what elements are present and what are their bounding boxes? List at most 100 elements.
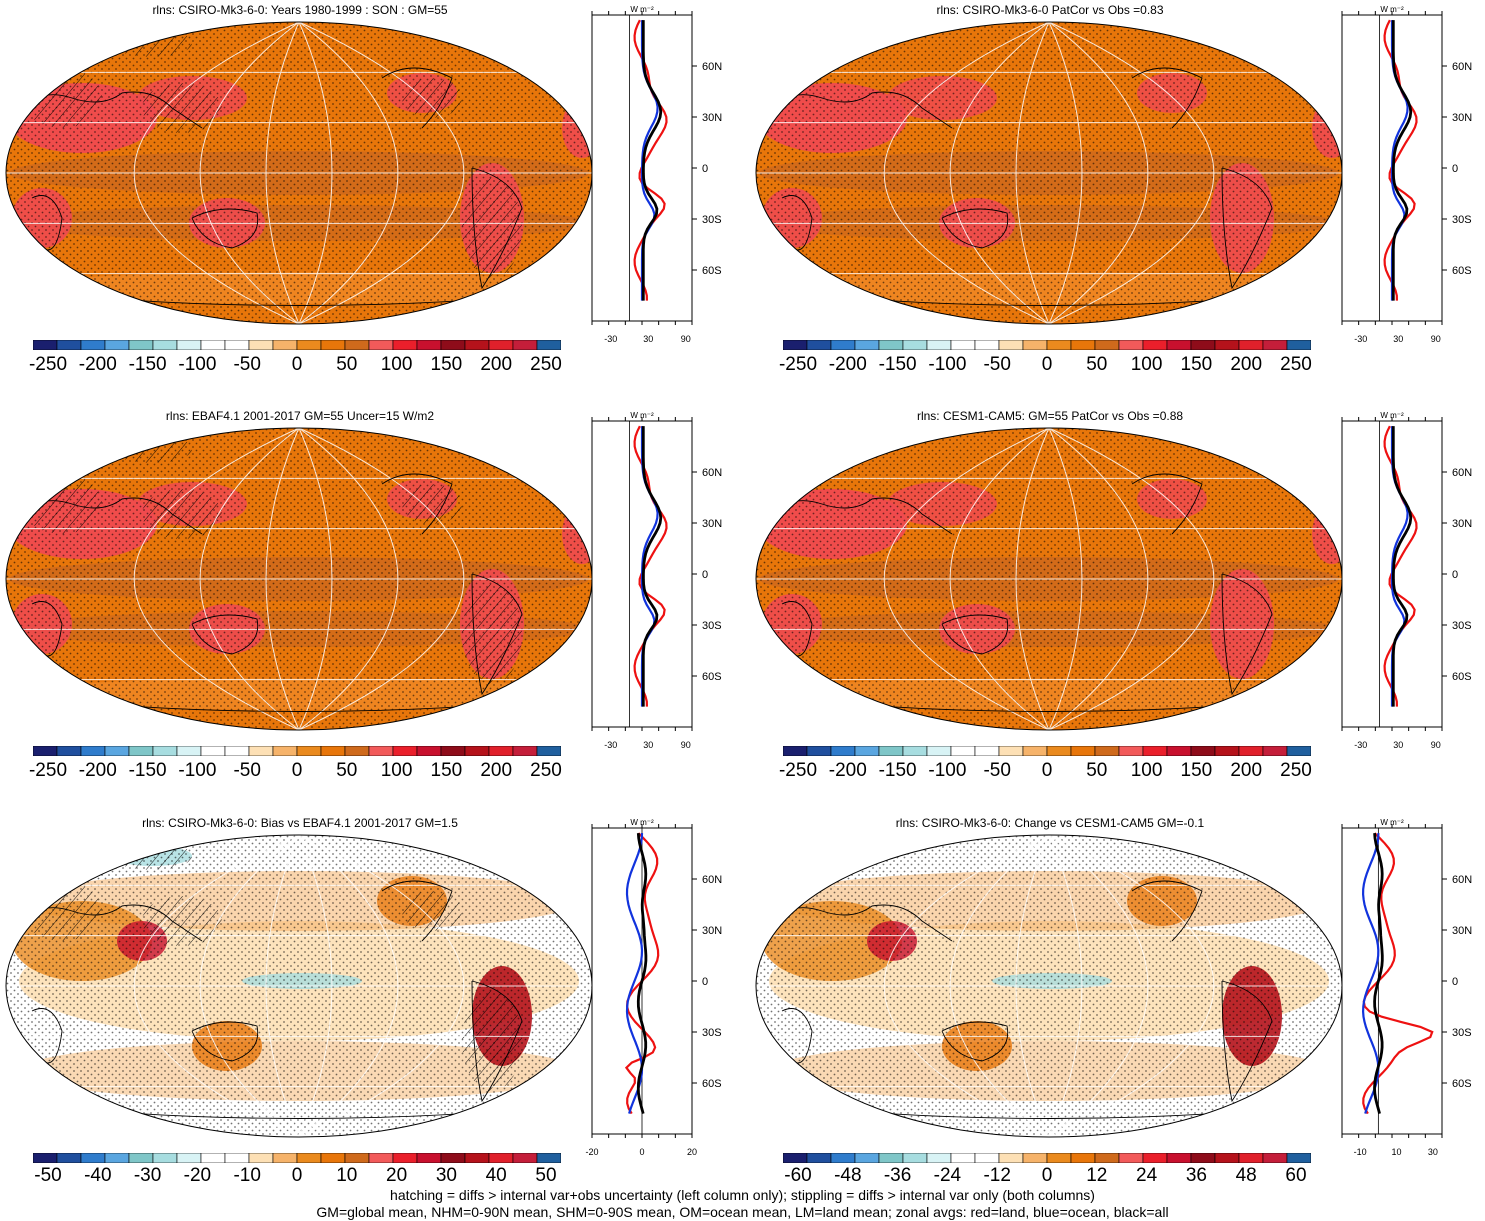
colorbar-swatch [272,746,298,756]
colorbar-label: 60 [1285,1165,1307,1186]
colorbar-swatch [33,1153,58,1163]
colorbar-label: 24 [1136,1165,1158,1186]
colorbar-swatch [272,340,298,350]
lat-tick-label: 30N [1452,112,1472,124]
colorbar-swatch [200,1153,226,1163]
colorbar-swatch [926,746,952,756]
colorbar-3 [33,746,561,756]
colorbar-4 [783,746,1311,756]
colorbar-swatch [248,1153,274,1163]
colorbar-swatch [536,1153,561,1163]
coastline-2 [191,614,259,655]
colorbar-swatch [536,340,561,350]
colorbar-swatch [464,340,490,350]
map-panel-6 [755,834,1343,1138]
zonal-all-curve [641,20,663,301]
zonal-x-tick-label: 30 [1393,334,1403,344]
lat-tick-label: 60S [702,265,722,277]
colorbar-swatch [926,340,952,350]
colorbar-swatch [296,746,322,756]
colorbar-swatch [854,1153,880,1163]
colorbar-label: 50 [535,1165,557,1186]
colorbar-label: 50 [1086,354,1108,375]
colorbar-label: 0 [1041,1165,1053,1186]
colorbar-swatch [1118,340,1144,350]
zonal-x-tick-label: 90 [1431,334,1441,344]
colorbar-swatch [368,1153,394,1163]
lat-tick-label: 0 [702,569,708,581]
coastline-3 [381,880,453,942]
colorbar-swatch [440,340,466,350]
colorbar-label: -50 [233,760,261,781]
zonal-unit-label: W m⁻² [1380,5,1404,14]
zonal-land-curve [633,425,668,707]
colorbar-swatch [1166,746,1192,756]
colorbar-swatch [1022,1153,1048,1163]
colorbar-swatch [1166,1153,1192,1163]
zonal-land-curve [624,832,660,1115]
colorbar-swatch [80,340,106,350]
zonal-x-tick-label: -10 [1354,1147,1367,1157]
colorbar-swatch [1094,340,1120,350]
coastline-3 [1131,880,1203,942]
colorbar-swatch [998,1153,1024,1163]
colorbar-swatch [974,340,1000,350]
colorbar-swatch [1214,1153,1240,1163]
colorbar-swatch [950,340,976,350]
lat-tick-label: 30N [1452,925,1472,937]
colorbar-swatch [830,340,856,350]
coastline-3 [1131,67,1203,129]
coastline-4 [471,573,523,696]
zonal-land-curve [633,19,668,301]
colorbar-label: 36 [1185,1165,1207,1186]
colorbar-swatch [488,1153,514,1163]
colorbar-label: 48 [1235,1165,1257,1186]
colorbar-label: 0 [1041,354,1053,375]
zonal-mean-plot-4: W m⁻² 60N 30N 0 30S 60S -30 30 90 [1341,411,1472,750]
colorbar-label: 40 [485,1165,507,1186]
lat-tick-label: 60N [1452,467,1472,479]
colorbar-swatch [1046,746,1072,756]
panel-title-4: rlns: CESM1-CAM5: GM=55 PatCor vs Obs =0… [916,409,1184,423]
colorbar-swatch [783,1153,808,1163]
colorbar-swatch [1046,1153,1072,1163]
coastline-1 [781,601,813,657]
colorbar-label: 100 [1130,760,1163,781]
coastline-3 [381,473,453,535]
colorbar-label: -150 [128,760,167,781]
colorbar-swatch [1286,1153,1311,1163]
colorbar-label: -200 [78,760,117,781]
colorbar-label: -150 [878,760,917,781]
coastline-4 [471,167,523,290]
coastline-2 [941,1021,1009,1062]
zonal-all-curve [636,832,648,1114]
lat-tick-label: 30S [1452,1027,1472,1039]
coastline-3 [1131,473,1203,535]
colorbar-swatch [878,1153,904,1163]
colorbar-swatch [1214,746,1240,756]
colorbar-1 [33,340,561,350]
colorbar-swatch [200,746,226,756]
zonal-land-curve [1383,425,1418,707]
zonal-mean-plot-5: W m⁻² 60N 30N 0 30S 60S -20 0 20 [585,818,722,1157]
colorbar-label: -200 [78,354,117,375]
colorbar-swatch [416,746,442,756]
colorbar-swatch [902,746,928,756]
panel-title-6: rlns: CSIRO-Mk3-6-0: Change vs CESM1-CAM… [895,816,1205,830]
map-panel-4 [755,427,1343,731]
zonal-land-curve [1362,832,1434,1115]
zonal-x-tick-label: 20 [687,1147,697,1157]
colorbar-swatch [512,340,538,350]
colorbar-swatch [974,1153,1000,1163]
colorbar-swatch [296,1153,322,1163]
coastline-2 [191,208,259,249]
zonal-x-tick-label: 90 [681,334,691,344]
zonal-unit-label: W m⁻² [630,5,654,14]
colorbar-swatch [512,1153,538,1163]
colorbar-label: -10 [233,1165,261,1186]
zonal-all-curve [1391,20,1413,301]
lat-tick-label: 30S [702,620,722,632]
coastline-2 [191,1021,259,1062]
zonal-x-tick-label: 30 [1428,1147,1438,1157]
colorbar-swatch [830,1153,856,1163]
